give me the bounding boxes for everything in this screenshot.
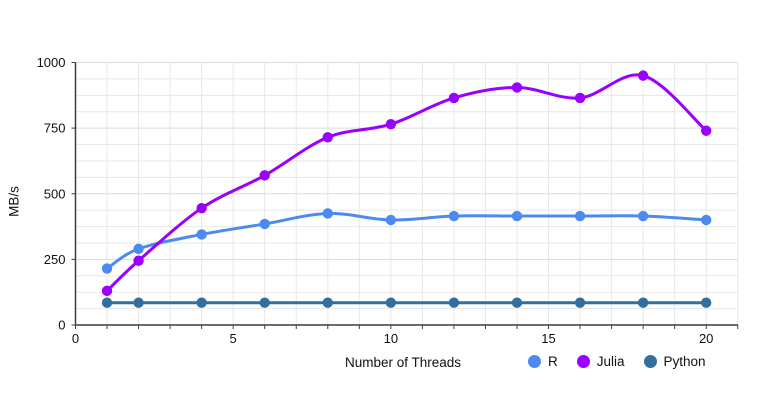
x-tick-label: 5 bbox=[230, 331, 237, 346]
data-point-r-x20 bbox=[701, 214, 712, 226]
series-line-julia bbox=[105, 73, 708, 293]
legend-dot-r-icon bbox=[528, 355, 541, 368]
data-point-python-x18 bbox=[637, 297, 649, 308]
data-point-python-x14 bbox=[511, 297, 523, 308]
legend-label-julia: Julia bbox=[596, 354, 625, 369]
data-point-python-x20 bbox=[701, 297, 712, 308]
data-point-julia-x10 bbox=[385, 118, 397, 130]
x-tick-label: 20 bbox=[699, 331, 713, 346]
data-point-julia-x18 bbox=[637, 70, 649, 81]
data-point-r-x6 bbox=[259, 218, 270, 230]
data-point-julia-x20 bbox=[701, 125, 712, 136]
x-tick-label: 15 bbox=[541, 331, 555, 346]
y-axis-title: MB/s bbox=[6, 186, 22, 217]
data-point-r-x14 bbox=[511, 210, 523, 222]
legend-label-r: R bbox=[548, 354, 558, 369]
data-point-julia-x6 bbox=[259, 170, 270, 181]
y-tick-label: 750 bbox=[44, 121, 66, 136]
data-point-python-x16 bbox=[574, 297, 586, 308]
data-point-r-x12 bbox=[448, 210, 460, 222]
data-point-r-x16 bbox=[574, 210, 586, 222]
data-point-python-x10 bbox=[385, 297, 397, 308]
data-point-python-x12 bbox=[448, 297, 460, 308]
legend-item-r[interactable]: R bbox=[528, 354, 558, 369]
data-point-python-x1 bbox=[101, 297, 113, 308]
data-point-python-x6 bbox=[259, 297, 270, 308]
y-tick-label: 0 bbox=[58, 318, 65, 333]
data-point-python-x8 bbox=[322, 297, 333, 308]
data-point-julia-x12 bbox=[448, 92, 460, 104]
legend-item-python[interactable]: Python bbox=[643, 354, 706, 369]
data-point-julia-x1 bbox=[101, 285, 113, 297]
data-point-julia-x2 bbox=[133, 255, 144, 266]
data-point-r-x4 bbox=[196, 229, 207, 240]
data-point-julia-x14 bbox=[511, 82, 523, 93]
x-axis-title: Number of Threads bbox=[344, 355, 462, 370]
data-point-julia-x4 bbox=[196, 202, 207, 214]
data-point-r-x10 bbox=[385, 214, 397, 226]
legend: R Julia Python bbox=[528, 354, 706, 369]
legend-dot-julia-icon bbox=[576, 355, 590, 368]
x-tick-label: 0 bbox=[72, 331, 79, 346]
data-point-r-x2 bbox=[133, 243, 144, 255]
y-tick-label: 250 bbox=[44, 252, 66, 267]
data-point-julia-x16 bbox=[574, 92, 586, 104]
data-point-r-x8 bbox=[322, 208, 333, 219]
data-point-python-x4 bbox=[196, 297, 207, 308]
legend-label-python: Python bbox=[663, 354, 706, 369]
legend-item-julia[interactable]: Julia bbox=[576, 354, 625, 369]
y-tick-label: 1000 bbox=[37, 55, 66, 70]
data-point-python-x2 bbox=[133, 297, 144, 308]
series-line-r bbox=[105, 211, 708, 271]
data-point-r-x1 bbox=[101, 263, 113, 274]
x-tick-label: 10 bbox=[384, 331, 398, 346]
data-point-julia-x8 bbox=[322, 132, 333, 143]
y-tick-label: 500 bbox=[44, 186, 66, 201]
legend-dot-python-icon bbox=[643, 355, 657, 368]
data-point-r-x18 bbox=[637, 210, 649, 222]
